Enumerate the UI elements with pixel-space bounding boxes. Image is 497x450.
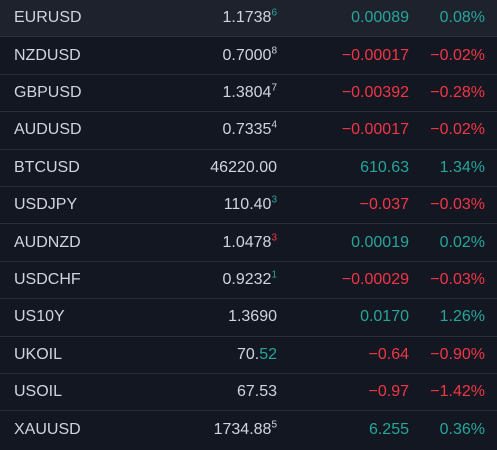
last-price: 1.04783 — [150, 232, 278, 252]
change-percent: −1.42% — [430, 383, 485, 401]
change-value: −0.64 — [368, 345, 409, 363]
last-price-main: 70. — [236, 345, 260, 363]
last-price: 1.3690 — [150, 308, 277, 326]
change-percent: 0.02% — [439, 233, 485, 251]
last-price: 70.52 — [150, 346, 277, 364]
symbol-name: USDCHF — [14, 270, 81, 288]
change-percent: −0.02% — [430, 121, 485, 139]
last-price-main: 1.3690 — [228, 308, 277, 326]
change-percent: −0.90% — [430, 345, 485, 363]
change-value: −0.00029 — [341, 270, 409, 288]
symbol-name: EURUSD — [14, 9, 82, 27]
last-price-main: 46220.00 — [210, 158, 277, 176]
watchlist-row-usoil[interactable]: USOIL 67.53 −0.97 −1.42% — [0, 374, 497, 412]
symbol-name: UKOIL — [14, 345, 63, 363]
last-price: 46220.00 — [150, 159, 277, 177]
last-price-main: 67.53 — [236, 383, 277, 401]
last-price: 0.92321 — [150, 269, 278, 289]
change-percent: 1.26% — [439, 308, 485, 326]
last-price: 67.53 — [150, 383, 277, 401]
watchlist-row-eurusd[interactable]: EURUSD 1.17386 0.00089 0.08% — [0, 0, 497, 38]
watchlist-row-xauusd[interactable]: XAUUSD 1734.885 6.255 0.36% — [0, 411, 497, 448]
watchlist-row-gbpusd[interactable]: GBPUSD 1.38047 −0.00392 −0.28% — [0, 75, 497, 113]
last-price-pip: 7 — [271, 82, 277, 94]
watchlist-row-us10y[interactable]: US10Y 1.3690 0.0170 1.26% — [0, 299, 497, 337]
last-price-main: 0.7000 — [222, 46, 272, 64]
last-price-main: 1.1738 — [222, 9, 272, 27]
last-price-main: 0.9232 — [222, 270, 272, 288]
last-price-main: 0.7335 — [222, 121, 272, 139]
change-percent: −0.03% — [430, 270, 485, 288]
last-price-pip: 6 — [271, 7, 277, 19]
change-percent: −0.28% — [430, 83, 485, 101]
symbol-name: US10Y — [14, 308, 65, 326]
last-price: 1.17386 — [150, 7, 278, 27]
last-price-pip: 3 — [271, 194, 277, 206]
symbol-name: BTCUSD — [14, 158, 80, 176]
change-value: 0.00019 — [351, 233, 409, 251]
watchlist-row-usdjpy[interactable]: USDJPY 110.403 −0.037 −0.03% — [0, 187, 497, 225]
last-price: 0.73354 — [150, 120, 278, 139]
change-percent: 0.36% — [439, 420, 485, 438]
symbol-name: GBPUSD — [14, 83, 82, 101]
change-value: 0.00089 — [351, 9, 409, 27]
symbol-name: USDJPY — [14, 196, 78, 214]
last-price: 0.70008 — [150, 45, 278, 65]
change-value: 0.0170 — [360, 308, 409, 326]
last-price-pip: 3 — [271, 232, 277, 244]
symbol-name: NZDUSD — [14, 46, 81, 64]
last-price-main: 1734.88 — [213, 420, 272, 438]
watchlist-row-audusd[interactable]: AUDUSD 0.73354 −0.00017 −0.02% — [0, 112, 497, 150]
change-value: −0.037 — [359, 196, 409, 214]
last-price: 1734.885 — [150, 419, 277, 439]
change-value: −0.00017 — [341, 121, 409, 139]
last-price-highlight: 52 — [259, 345, 277, 363]
symbol-name: XAUUSD — [14, 420, 81, 438]
change-percent: −0.02% — [430, 46, 485, 64]
last-price: 1.38047 — [150, 82, 278, 102]
last-price-main: 1.0478 — [222, 233, 272, 251]
watchlist-row-usdchf[interactable]: USDCHF 0.92321 −0.00029 −0.03% — [0, 262, 497, 300]
change-value: 610.63 — [360, 158, 409, 176]
watchlist-row-audnzd[interactable]: AUDNZD 1.04783 0.00019 0.02% — [0, 224, 497, 262]
change-percent: 0.08% — [439, 9, 485, 27]
last-price-pip: 5 — [271, 419, 277, 431]
watchlist-row-nzdusd[interactable]: NZDUSD 0.70008 −0.00017 −0.02% — [0, 37, 497, 75]
last-price-main: 1.3804 — [222, 83, 272, 101]
change-value: 6.255 — [368, 420, 409, 438]
change-value: −0.00392 — [341, 83, 409, 101]
watchlist-row-ukoil[interactable]: UKOIL 70.52 −0.64 −0.90% — [0, 337, 497, 374]
symbol-name: AUDUSD — [14, 121, 82, 139]
watchlist-row-btcusd[interactable]: BTCUSD 46220.00 610.63 1.34% — [0, 150, 497, 187]
change-percent: 1.34% — [439, 158, 485, 176]
change-percent: −0.03% — [430, 196, 485, 214]
last-price-main: 110.40 — [223, 196, 272, 214]
last-price-pip: 8 — [271, 45, 277, 57]
change-value: −0.00017 — [341, 46, 409, 64]
last-price-pip: 1 — [271, 269, 277, 281]
change-value: −0.97 — [368, 383, 409, 401]
symbol-name: USOIL — [14, 383, 63, 401]
last-price-pip: 4 — [271, 120, 277, 132]
last-price: 110.403 — [150, 194, 277, 214]
symbol-name: AUDNZD — [14, 233, 81, 251]
